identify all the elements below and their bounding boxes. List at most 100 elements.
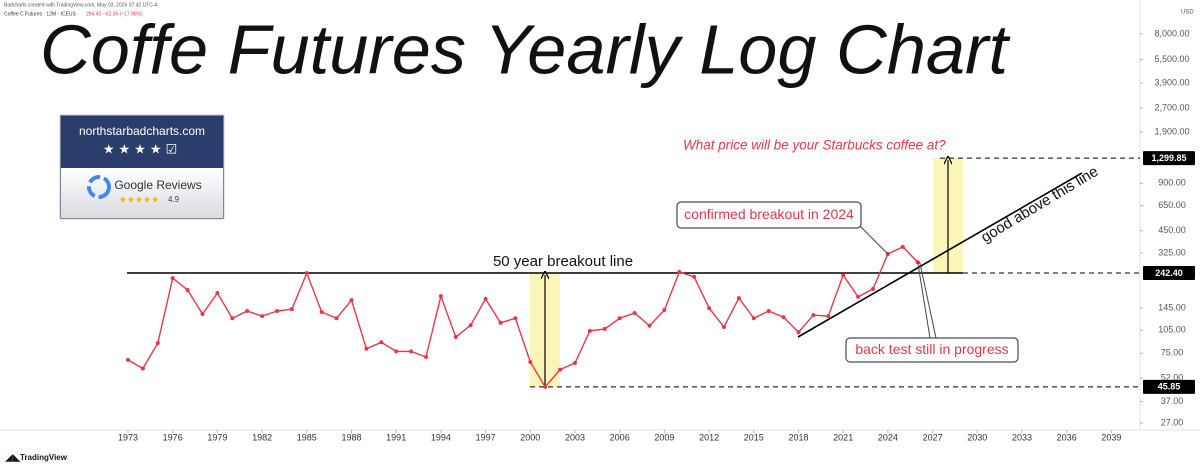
badge-stars: ★★★★☑ (103, 141, 181, 156)
data-point (528, 359, 533, 364)
data-point (185, 288, 190, 293)
x-tick-label: 1994 (431, 432, 451, 442)
level-label-box (1143, 379, 1195, 394)
x-tick-label: 2033 (1012, 432, 1032, 442)
x-tick-label: 2030 (967, 432, 987, 442)
y-tick-label: 8,000.00 (1154, 28, 1189, 38)
data-point (498, 320, 503, 325)
x-tick-label: 2000 (520, 432, 540, 442)
data-point (140, 366, 145, 371)
x-tick-label: 1985 (297, 432, 317, 442)
data-point (230, 316, 235, 321)
google-logo (87, 175, 111, 199)
data-point (677, 269, 682, 274)
data-point (409, 349, 414, 354)
x-tick-label: 2003 (565, 432, 585, 442)
x-tick-label: 2024 (878, 432, 898, 442)
data-point (349, 298, 354, 303)
x-tick-label: 2012 (699, 432, 719, 442)
data-point (856, 294, 861, 299)
data-point (751, 316, 756, 321)
header-symbol: Coffee C Futures · 12M · ICEUS (4, 11, 77, 17)
data-point (870, 286, 875, 291)
data-point (602, 326, 607, 331)
y-tick-label: 3,900.00 (1154, 77, 1189, 87)
x-tick-label: 2015 (744, 432, 764, 442)
data-point (245, 309, 250, 314)
data-point (289, 307, 294, 312)
y-tick-label: 145.00 (1158, 303, 1186, 313)
y-tick-label: 325.00 (1158, 247, 1186, 257)
data-point (513, 316, 518, 321)
data-point (468, 323, 473, 328)
series-line (127, 246, 919, 389)
data-point (274, 309, 279, 314)
data-point (319, 310, 324, 315)
data-point (647, 323, 652, 328)
data-point (453, 335, 458, 340)
level-label-box (1143, 266, 1195, 281)
callout-line (919, 261, 937, 339)
data-point (811, 313, 816, 318)
data-point (692, 274, 697, 279)
annotation: back test still in progress (855, 341, 1008, 357)
data-point (632, 311, 637, 316)
level-label: 242.40 (1155, 268, 1183, 278)
data-point (826, 314, 831, 319)
y-tick-label: 105.00 (1158, 325, 1186, 335)
data-point (215, 290, 220, 295)
y-tick-label: 27.00 (1161, 417, 1184, 427)
badge-bottom (61, 168, 223, 218)
y-tick-label: 650.00 (1158, 200, 1186, 210)
x-tick-label: 2018 (788, 432, 808, 442)
data-point (438, 294, 443, 299)
data-point (572, 361, 577, 366)
x-tick-label: 2036 (1057, 432, 1077, 442)
currency: USD (1181, 10, 1194, 16)
badge: northstarbadcharts.com ★★★★☑ Google Revi… (59, 114, 225, 220)
callout-line (917, 261, 931, 339)
x-tick-label: 1976 (163, 432, 183, 442)
data-point (796, 330, 801, 335)
badge-rating-stars: ★★★★★ (119, 194, 159, 204)
x-tick-label: 1982 (252, 432, 272, 442)
data-point (260, 314, 265, 319)
data-point (617, 316, 622, 321)
x-tick-label: 2027 (923, 432, 943, 442)
data-point (379, 340, 384, 345)
callout-box (845, 337, 1019, 363)
badge-site: northstarbadcharts.com (79, 124, 205, 138)
annotation: confirmed breakout in 2024 (684, 206, 854, 222)
data-point (200, 312, 205, 317)
badge-rating: 4.9 (168, 195, 180, 204)
y-tick-label: 1,900.00 (1154, 127, 1189, 137)
x-tick-label: 2009 (654, 432, 674, 442)
data-point (423, 354, 428, 359)
data-point (766, 309, 771, 314)
y-tick-label: 5,500.00 (1154, 54, 1189, 64)
x-tick-label: 2039 (1101, 432, 1121, 442)
trend-line (797, 172, 1083, 338)
y-tick-label: 450.00 (1158, 225, 1186, 235)
data-point (155, 341, 160, 346)
data-point (125, 357, 130, 362)
data-point (304, 271, 309, 276)
data-point (364, 346, 369, 351)
level-label-box (1143, 151, 1195, 166)
brand: TradingView (20, 453, 68, 462)
chart-title: Coffe Futures Yearly Log Chart (40, 10, 1011, 88)
x-tick-label: 2006 (610, 432, 630, 442)
level-label: 1,299.85 (1151, 153, 1186, 163)
x-tick-label: 1979 (207, 432, 227, 442)
data-point (900, 244, 905, 249)
data-point (841, 273, 846, 278)
annotation: 50 year breakout line (493, 253, 633, 270)
data-point (707, 306, 712, 311)
data-point (394, 349, 399, 354)
data-point (587, 328, 592, 333)
data-point (543, 384, 548, 389)
brand-logo: ◢◣ (5, 453, 21, 464)
x-tick-label: 2021 (833, 432, 853, 442)
